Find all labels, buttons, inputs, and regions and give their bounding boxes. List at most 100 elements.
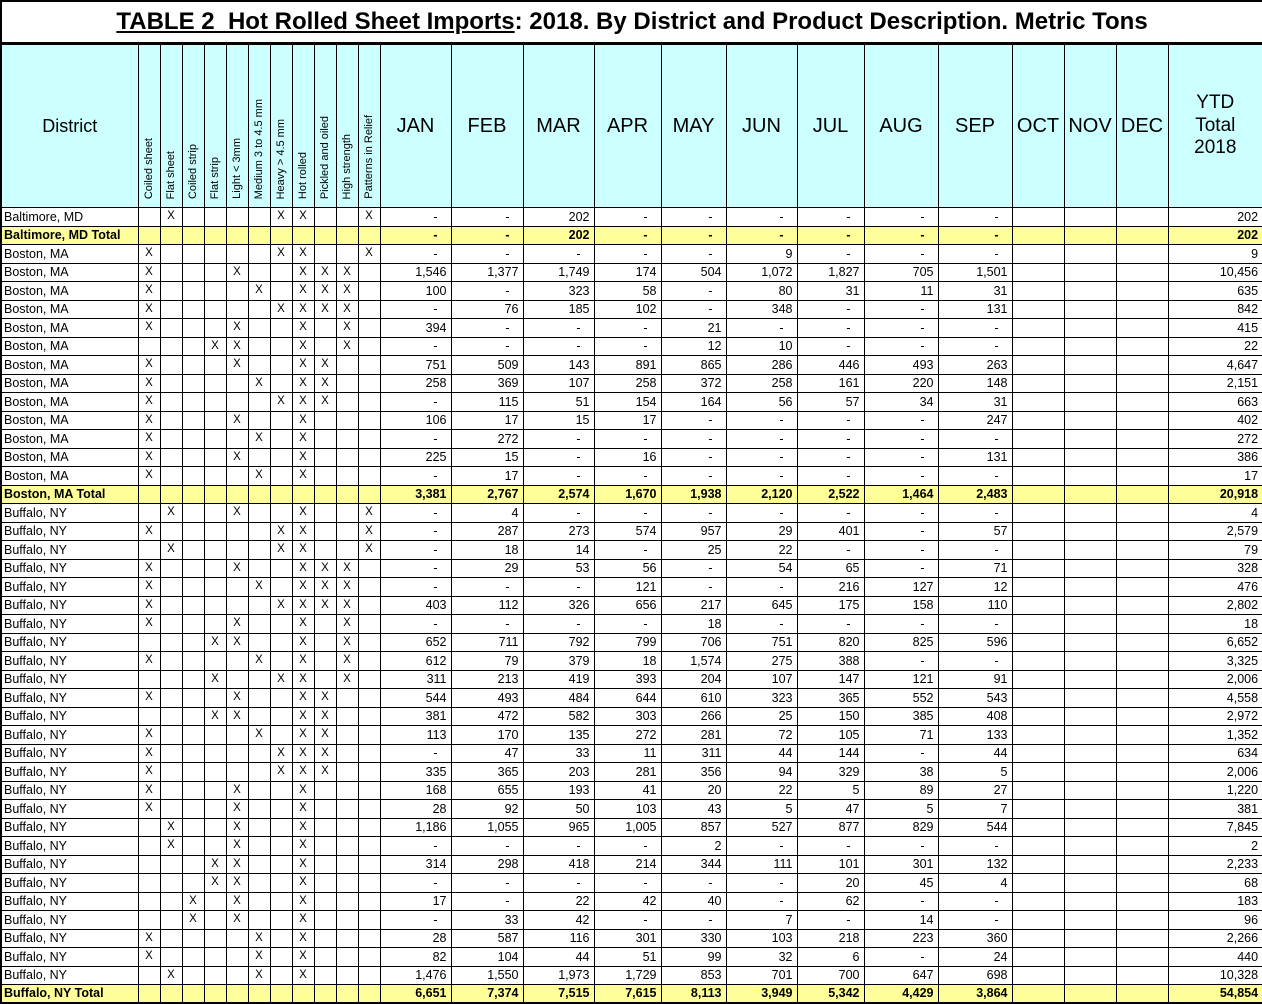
ytd-label-line: YTD <box>1169 92 1262 115</box>
product-flag-cell: X <box>292 633 314 652</box>
product-flag-cell <box>336 781 358 800</box>
district-cell: Boston, MA <box>1 374 138 393</box>
product-flag-cell: X <box>292 263 314 282</box>
product-flag-cell <box>270 615 292 634</box>
product-flag-cell <box>248 707 270 726</box>
product-flag-cell: X <box>138 615 160 634</box>
product-flag-cell <box>270 448 292 467</box>
month-value-cell: 751 <box>380 356 451 375</box>
product-flag-cell <box>270 356 292 375</box>
product-flag-cell <box>182 652 204 671</box>
product-flag-cell <box>204 522 226 541</box>
month-value-cell: 1,574 <box>661 652 726 671</box>
ytd-value-cell: 6,652 <box>1168 633 1262 652</box>
month-value-cell <box>1064 208 1116 227</box>
product-flag-cell <box>336 226 358 245</box>
month-value-cell <box>1064 541 1116 560</box>
month-value-cell: 25 <box>726 707 797 726</box>
month-value-cell: - <box>594 504 661 523</box>
product-flag-cell <box>182 578 204 597</box>
product-flag-cell <box>204 485 226 504</box>
month-value-cell: - <box>661 874 726 893</box>
month-value-cell: - <box>797 504 864 523</box>
month-value-cell: - <box>797 541 864 560</box>
product-flag-cell: X <box>336 300 358 319</box>
product-flag-cell <box>226 522 248 541</box>
month-value-cell <box>1012 393 1064 412</box>
month-value-cell <box>1116 485 1168 504</box>
ytd-value-cell: 4,558 <box>1168 689 1262 708</box>
month-value-cell: 164 <box>661 393 726 412</box>
product-flag-cell <box>270 578 292 597</box>
product-flag-cell <box>204 615 226 634</box>
product-flag-cell <box>160 578 182 597</box>
district-cell: Boston, MA <box>1 282 138 301</box>
month-value-cell: - <box>726 467 797 486</box>
month-value-cell: 6 <box>797 948 864 967</box>
product-flag-cell: X <box>292 800 314 819</box>
product-flag-cell: X <box>160 818 182 837</box>
month-value-cell: 408 <box>938 707 1012 726</box>
product-flag-cell: X <box>292 781 314 800</box>
month-value-cell: 700 <box>797 966 864 985</box>
month-value-cell: 15 <box>523 411 594 430</box>
product-flag-cell: X <box>138 763 160 782</box>
product-flag-cell <box>358 929 380 948</box>
product-flag-cell <box>182 948 204 967</box>
month-value-cell: 2,522 <box>797 485 864 504</box>
product-flag-cell <box>182 485 204 504</box>
product-flag-cell <box>358 337 380 356</box>
product-flag-cell <box>248 356 270 375</box>
product-flag-cell <box>204 892 226 911</box>
month-value-cell <box>1116 263 1168 282</box>
product-flag-cell <box>182 430 204 449</box>
product-flag-cell <box>226 763 248 782</box>
product-flag-cell: X <box>292 707 314 726</box>
product-flag-cell <box>182 966 204 985</box>
product-flag-cell <box>138 818 160 837</box>
district-cell: Boston, MA <box>1 448 138 467</box>
month-value-cell: - <box>380 541 451 560</box>
product-flag-cell <box>358 726 380 745</box>
month-value-cell <box>1012 763 1064 782</box>
month-value-cell: - <box>726 208 797 227</box>
product-flag-cell <box>270 411 292 430</box>
product-flag-cell <box>204 356 226 375</box>
ytd-value-cell: 2,006 <box>1168 670 1262 689</box>
month-value-cell: - <box>661 226 726 245</box>
product-column-label: Light < 3mm <box>232 138 243 199</box>
product-flag-cell: X <box>292 763 314 782</box>
ytd-value-cell: 328 <box>1168 559 1262 578</box>
month-value-cell <box>1012 226 1064 245</box>
month-value-cell <box>1012 596 1064 615</box>
product-flag-cell <box>336 948 358 967</box>
product-flag-cell <box>204 208 226 227</box>
month-value-cell: 1,072 <box>726 263 797 282</box>
product-flag-cell <box>226 226 248 245</box>
month-value-cell: 22 <box>726 541 797 560</box>
month-value-cell: 381 <box>380 707 451 726</box>
product-flag-cell <box>160 356 182 375</box>
month-value-cell: - <box>380 300 451 319</box>
month-value-cell: 311 <box>380 670 451 689</box>
month-value-cell <box>1012 948 1064 967</box>
product-flag-cell: X <box>138 781 160 800</box>
month-value-cell: - <box>726 504 797 523</box>
product-column-label: Flat strip <box>210 157 221 199</box>
month-value-cell: 2,120 <box>726 485 797 504</box>
month-value-cell <box>1012 911 1064 930</box>
column-header-jan: JAN <box>380 44 451 208</box>
month-value-cell: - <box>864 948 938 967</box>
product-column-label: Hot rolled <box>298 152 309 199</box>
month-value-cell: 705 <box>864 263 938 282</box>
month-value-cell <box>1012 522 1064 541</box>
month-value-cell: 582 <box>523 707 594 726</box>
product-flag-cell: X <box>336 319 358 338</box>
product-flag-cell: X <box>226 356 248 375</box>
month-value-cell: 543 <box>938 689 1012 708</box>
product-flag-cell: X <box>138 948 160 967</box>
